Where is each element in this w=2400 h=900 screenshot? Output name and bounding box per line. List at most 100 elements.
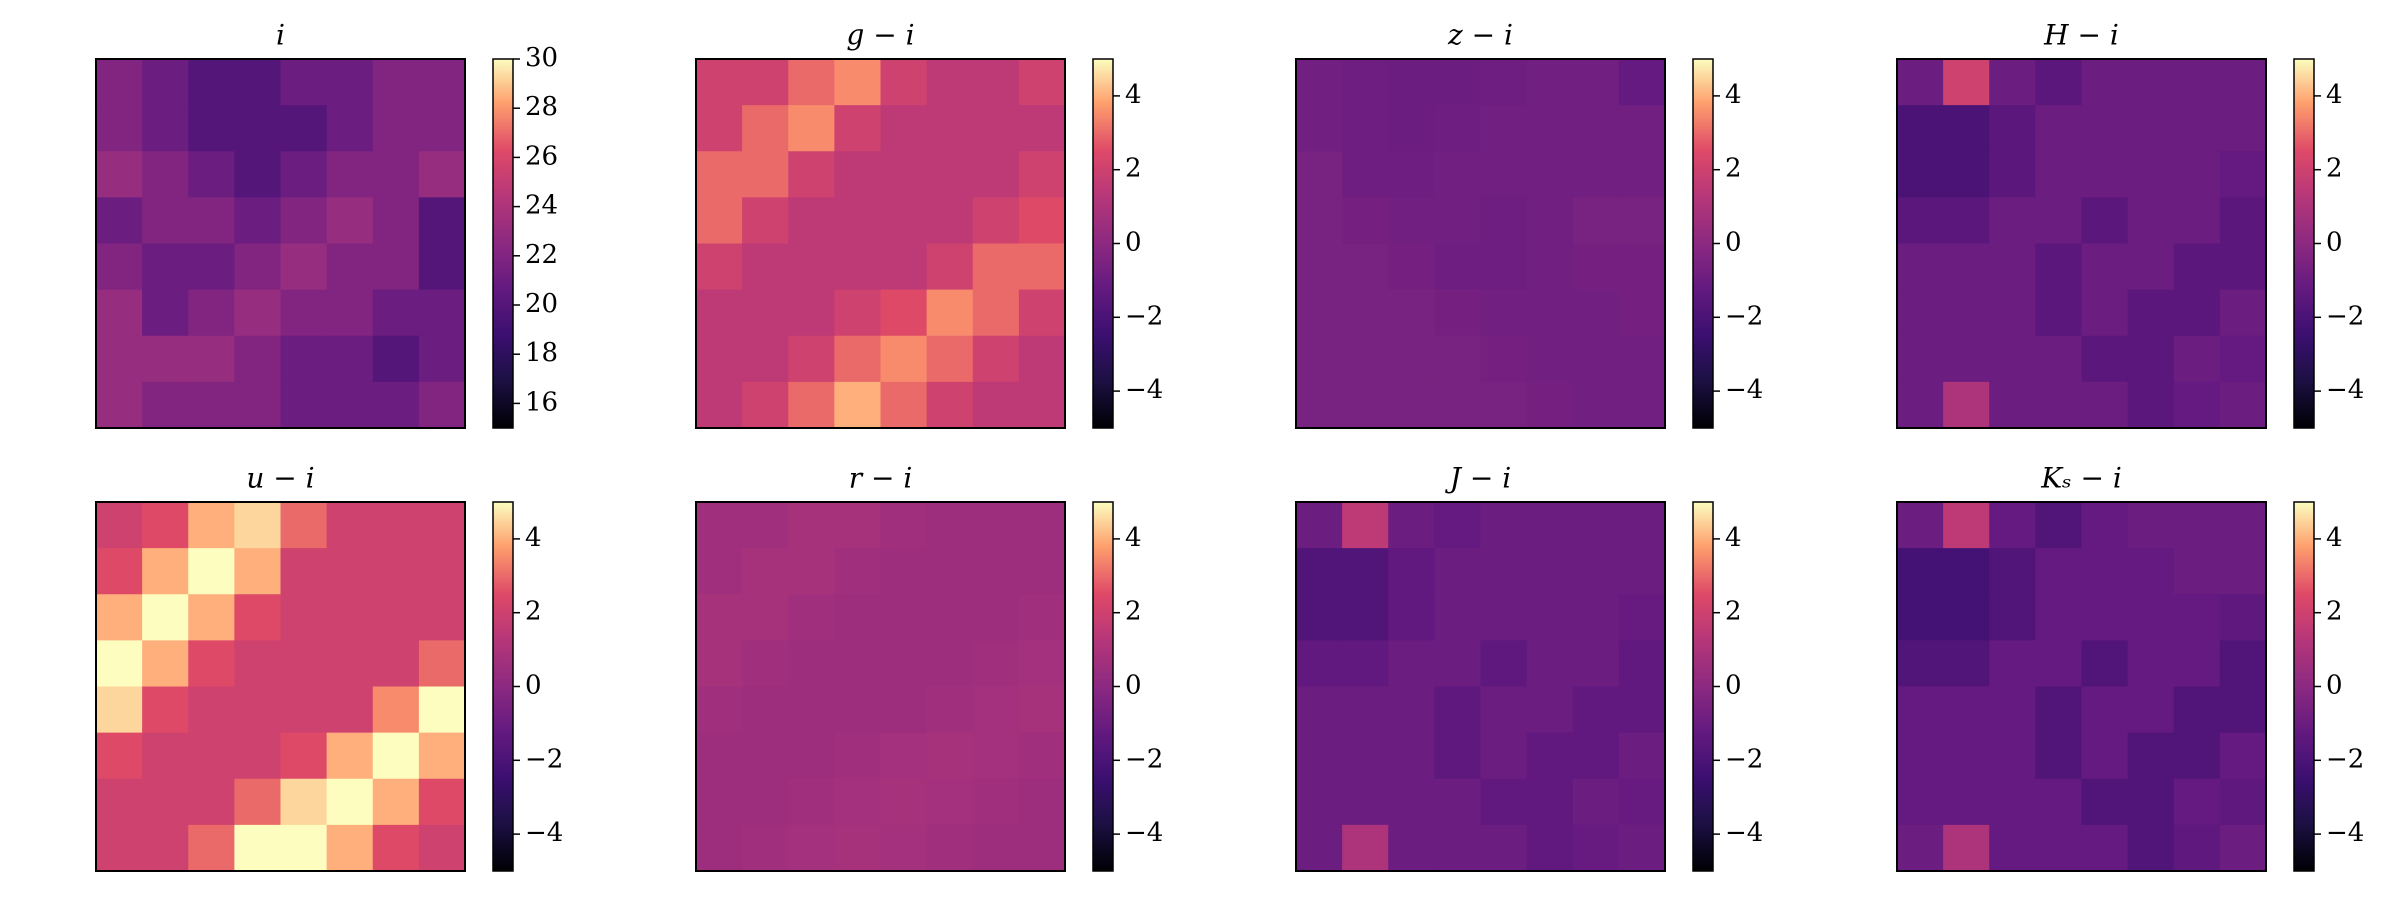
heatmap-cell	[142, 640, 189, 687]
heatmap-cell	[142, 824, 189, 872]
heatmap-cell	[2127, 105, 2175, 152]
heatmap-cell	[188, 732, 235, 780]
heatmap-cell	[1480, 151, 1528, 198]
heatmap-cell	[1480, 197, 1528, 244]
heatmap-cell	[2173, 502, 2221, 549]
heatmap-cell	[1388, 151, 1435, 198]
heatmap-cell	[234, 502, 281, 549]
heatmap-cell	[1342, 686, 1389, 734]
heatmap-cell	[372, 289, 420, 337]
heatmap-cell	[1943, 594, 1990, 641]
heatmap-cell	[1388, 502, 1435, 549]
heatmap-cell	[1388, 289, 1435, 337]
heatmap-cell	[926, 824, 974, 872]
heatmap-cell	[788, 778, 835, 826]
panel-title: g − i	[846, 19, 914, 52]
heatmap-cell	[372, 686, 420, 734]
heatmap-cell	[788, 243, 835, 291]
heatmap-cell	[1572, 824, 1620, 872]
colorbar	[1692, 58, 1714, 429]
heatmap-cell	[1342, 151, 1389, 198]
heatmap-cell	[1018, 197, 1066, 244]
colorbar-tick-label: 4	[1125, 523, 1142, 553]
colorbar-tick-label: 4	[1725, 523, 1742, 553]
heatmap-cell	[142, 151, 189, 198]
heatmap-cell	[188, 824, 235, 872]
panel: r − i −4 −2 0 2 4	[695, 462, 1163, 872]
heatmap-cell	[142, 778, 189, 826]
heatmap-cell	[1526, 151, 1574, 198]
colorbar-tick-label: 0	[525, 671, 542, 701]
heatmap-cell	[96, 381, 143, 429]
heatmap-cell	[2081, 59, 2129, 106]
heatmap-cell	[326, 289, 374, 337]
colorbar	[492, 501, 514, 872]
panel: i 16 18 20 22 24 26 28 30	[95, 19, 558, 429]
heatmap-cell	[280, 824, 328, 872]
heatmap-cell	[1526, 778, 1574, 826]
heatmap-cell	[2219, 151, 2267, 198]
heatmap-cell	[972, 105, 1020, 152]
heatmap-cell	[880, 105, 928, 152]
heatmap-cell	[2219, 640, 2267, 687]
heatmap-cell	[1480, 289, 1528, 337]
heatmap-cell	[142, 686, 189, 734]
heatmap-cell	[2173, 381, 2221, 429]
panel-title: z − i	[1447, 19, 1513, 52]
heatmap-cell	[1342, 548, 1389, 595]
heatmap-cell	[1342, 289, 1389, 337]
plot-frame	[1295, 58, 1666, 429]
heatmap-cell	[696, 243, 743, 291]
heatmap-cell	[2173, 594, 2221, 641]
heatmap-cell	[326, 824, 374, 872]
heatmap-cell	[188, 686, 235, 734]
heatmap-cell	[2173, 289, 2221, 337]
heatmap-cell	[2173, 732, 2221, 780]
heatmap-cell	[1943, 105, 1990, 152]
heatmap-cell	[2127, 548, 2175, 595]
heatmap-cell	[1480, 778, 1528, 826]
heatmap-cell	[1388, 824, 1435, 872]
heatmap-cell	[234, 548, 281, 595]
heatmap-cell	[742, 732, 789, 780]
heatmap-cell	[972, 594, 1020, 641]
heatmap-cell	[1018, 778, 1066, 826]
heatmap-cell	[1434, 640, 1481, 687]
heatmap-cell	[696, 289, 743, 337]
heatmap-cell	[972, 732, 1020, 780]
heatmap-cell	[188, 502, 235, 549]
heatmap-cell	[742, 335, 789, 383]
heatmap-cell	[742, 686, 789, 734]
heatmap-cell	[1526, 502, 1574, 549]
heatmap-cell	[742, 640, 789, 687]
heatmap-cell	[788, 640, 835, 687]
colorbar-tick-label: 0	[2326, 671, 2343, 701]
heatmap-cell	[972, 289, 1020, 337]
colorbar-tick-label: 4	[1125, 80, 1142, 110]
colorbar-tick-label: 2	[525, 597, 542, 627]
heatmap-cell	[188, 548, 235, 595]
heatmap-cell	[1526, 381, 1574, 429]
heatmap-cell	[1342, 732, 1389, 780]
heatmap-cell	[2127, 778, 2175, 826]
heatmap-cell	[2173, 548, 2221, 595]
heatmap-cell	[1943, 335, 1990, 383]
heatmap-cell	[372, 502, 420, 549]
heatmap-cell	[972, 548, 1020, 595]
panel: H − i −4 −2 0 2 4	[1896, 19, 2364, 429]
heatmap-cell	[2127, 686, 2175, 734]
heatmap-cell	[2081, 594, 2129, 641]
heatmap-cell	[2081, 824, 2129, 872]
heatmap-cell	[280, 594, 328, 641]
heatmap-cell	[1897, 59, 1944, 106]
colorbar-tick-label: −4	[2326, 375, 2364, 405]
heatmap-cell	[96, 335, 143, 383]
heatmap-cell	[788, 732, 835, 780]
panel-title: H − i	[2043, 19, 2119, 52]
heatmap-cell	[788, 686, 835, 734]
heatmap-cell	[2219, 243, 2267, 291]
heatmap-cell	[2081, 640, 2129, 687]
heatmap-cell	[418, 59, 466, 106]
heatmap-cell	[788, 594, 835, 641]
heatmap-cell	[972, 243, 1020, 291]
